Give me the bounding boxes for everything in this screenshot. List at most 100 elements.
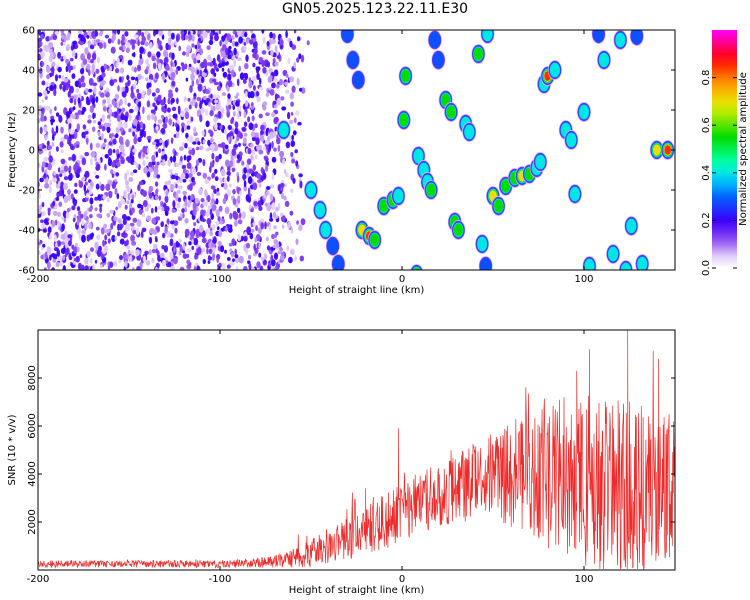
noise-speck <box>216 253 221 260</box>
noise-speck <box>119 46 123 51</box>
noise-speck <box>137 110 141 117</box>
noise-speck <box>226 257 231 261</box>
noise-speck <box>133 169 138 173</box>
noise-speck <box>248 254 252 260</box>
heatmap-blob <box>276 120 291 140</box>
noise-speck <box>176 97 179 105</box>
noise-speck <box>94 241 99 250</box>
noise-speck <box>104 154 109 159</box>
noise-speck <box>142 190 147 198</box>
noise-speck <box>153 168 159 176</box>
noise-speck <box>72 65 76 70</box>
noise-speck <box>137 136 142 143</box>
noise-speck <box>142 145 147 154</box>
blob-level <box>393 188 404 204</box>
noise-speck <box>84 47 89 55</box>
noise-speck <box>210 161 215 168</box>
noise-speck <box>285 30 288 39</box>
noise-speck <box>155 237 158 243</box>
noise-speck <box>229 248 233 253</box>
noise-speck <box>188 149 193 155</box>
noise-speck <box>170 137 174 144</box>
noise-speck <box>144 250 150 255</box>
noise-speck <box>84 87 89 94</box>
noise-speck <box>62 55 67 61</box>
noise-speck <box>100 227 105 235</box>
noise-speck <box>63 182 68 191</box>
noise-speck <box>165 190 169 197</box>
noise-speck <box>108 108 112 114</box>
noise-speck <box>162 232 166 239</box>
noise-speck <box>250 154 253 161</box>
noise-speck <box>146 147 150 154</box>
noise-speck <box>110 46 116 54</box>
noise-speck <box>238 212 242 219</box>
noise-speck <box>53 88 57 97</box>
noise-speck <box>160 99 165 106</box>
noise-speck <box>103 42 107 49</box>
noise-speck <box>166 231 171 238</box>
noise-speck <box>216 102 221 110</box>
noise-speck <box>188 155 192 161</box>
noise-speck <box>122 86 126 92</box>
noise-speck <box>266 245 271 251</box>
blob-level <box>446 105 456 119</box>
noise-speck <box>190 194 193 201</box>
noise-speck <box>124 172 128 181</box>
noise-speck <box>127 102 131 107</box>
noise-speck <box>161 244 165 250</box>
noise-speck <box>274 233 278 238</box>
noise-speck <box>289 40 293 48</box>
noise-speck <box>129 202 133 210</box>
noise-speck <box>200 61 206 69</box>
noise-speck <box>50 118 55 123</box>
noise-speck <box>106 122 112 127</box>
noise-speck <box>40 51 45 58</box>
noise-speck <box>168 91 172 100</box>
noise-speck <box>60 149 64 154</box>
noise-speck <box>198 224 204 233</box>
noise-speck <box>252 164 256 171</box>
noise-speck <box>201 71 207 78</box>
blob-level <box>315 202 326 218</box>
noise-speck <box>250 30 254 34</box>
noise-speck <box>65 111 71 119</box>
noise-speck <box>244 62 249 70</box>
snr-series-line <box>38 330 675 570</box>
noise-speck <box>209 208 213 216</box>
noise-speck <box>131 39 136 45</box>
noise-speck <box>253 48 258 55</box>
noise-speck <box>160 221 164 228</box>
noise-speck <box>72 153 76 162</box>
noise-speck <box>254 154 258 160</box>
noise-speck <box>291 85 296 93</box>
colorbar-tick-label: 0.0 <box>701 260 712 276</box>
noise-speck <box>245 242 251 249</box>
noise-speck <box>88 191 93 195</box>
noise-speck <box>286 245 290 251</box>
noise-speck <box>95 142 101 148</box>
noise-speck <box>263 253 268 260</box>
noise-speck <box>213 72 217 77</box>
x-axis-label: Height of straight line (km) <box>289 285 425 296</box>
noise-speck <box>88 222 92 230</box>
noise-speck <box>238 255 244 264</box>
noise-speck <box>121 107 126 112</box>
noise-speck <box>126 169 130 176</box>
noise-speck <box>95 68 100 74</box>
noise-speck <box>98 42 103 49</box>
noise-speck <box>199 100 203 105</box>
heatmap-blob <box>345 50 360 70</box>
noise-speck <box>86 63 91 70</box>
noise-speck <box>159 44 163 51</box>
noise-speck <box>64 241 69 249</box>
noise-speck <box>175 35 179 43</box>
noise-speck <box>156 174 161 179</box>
noise-speck <box>89 258 93 264</box>
noise-speck <box>77 109 82 116</box>
x-tick-label: -100 <box>209 274 232 285</box>
noise-speck <box>164 226 168 234</box>
noise-speck <box>47 145 52 151</box>
noise-speck <box>42 228 48 233</box>
noise-speck <box>183 30 187 36</box>
